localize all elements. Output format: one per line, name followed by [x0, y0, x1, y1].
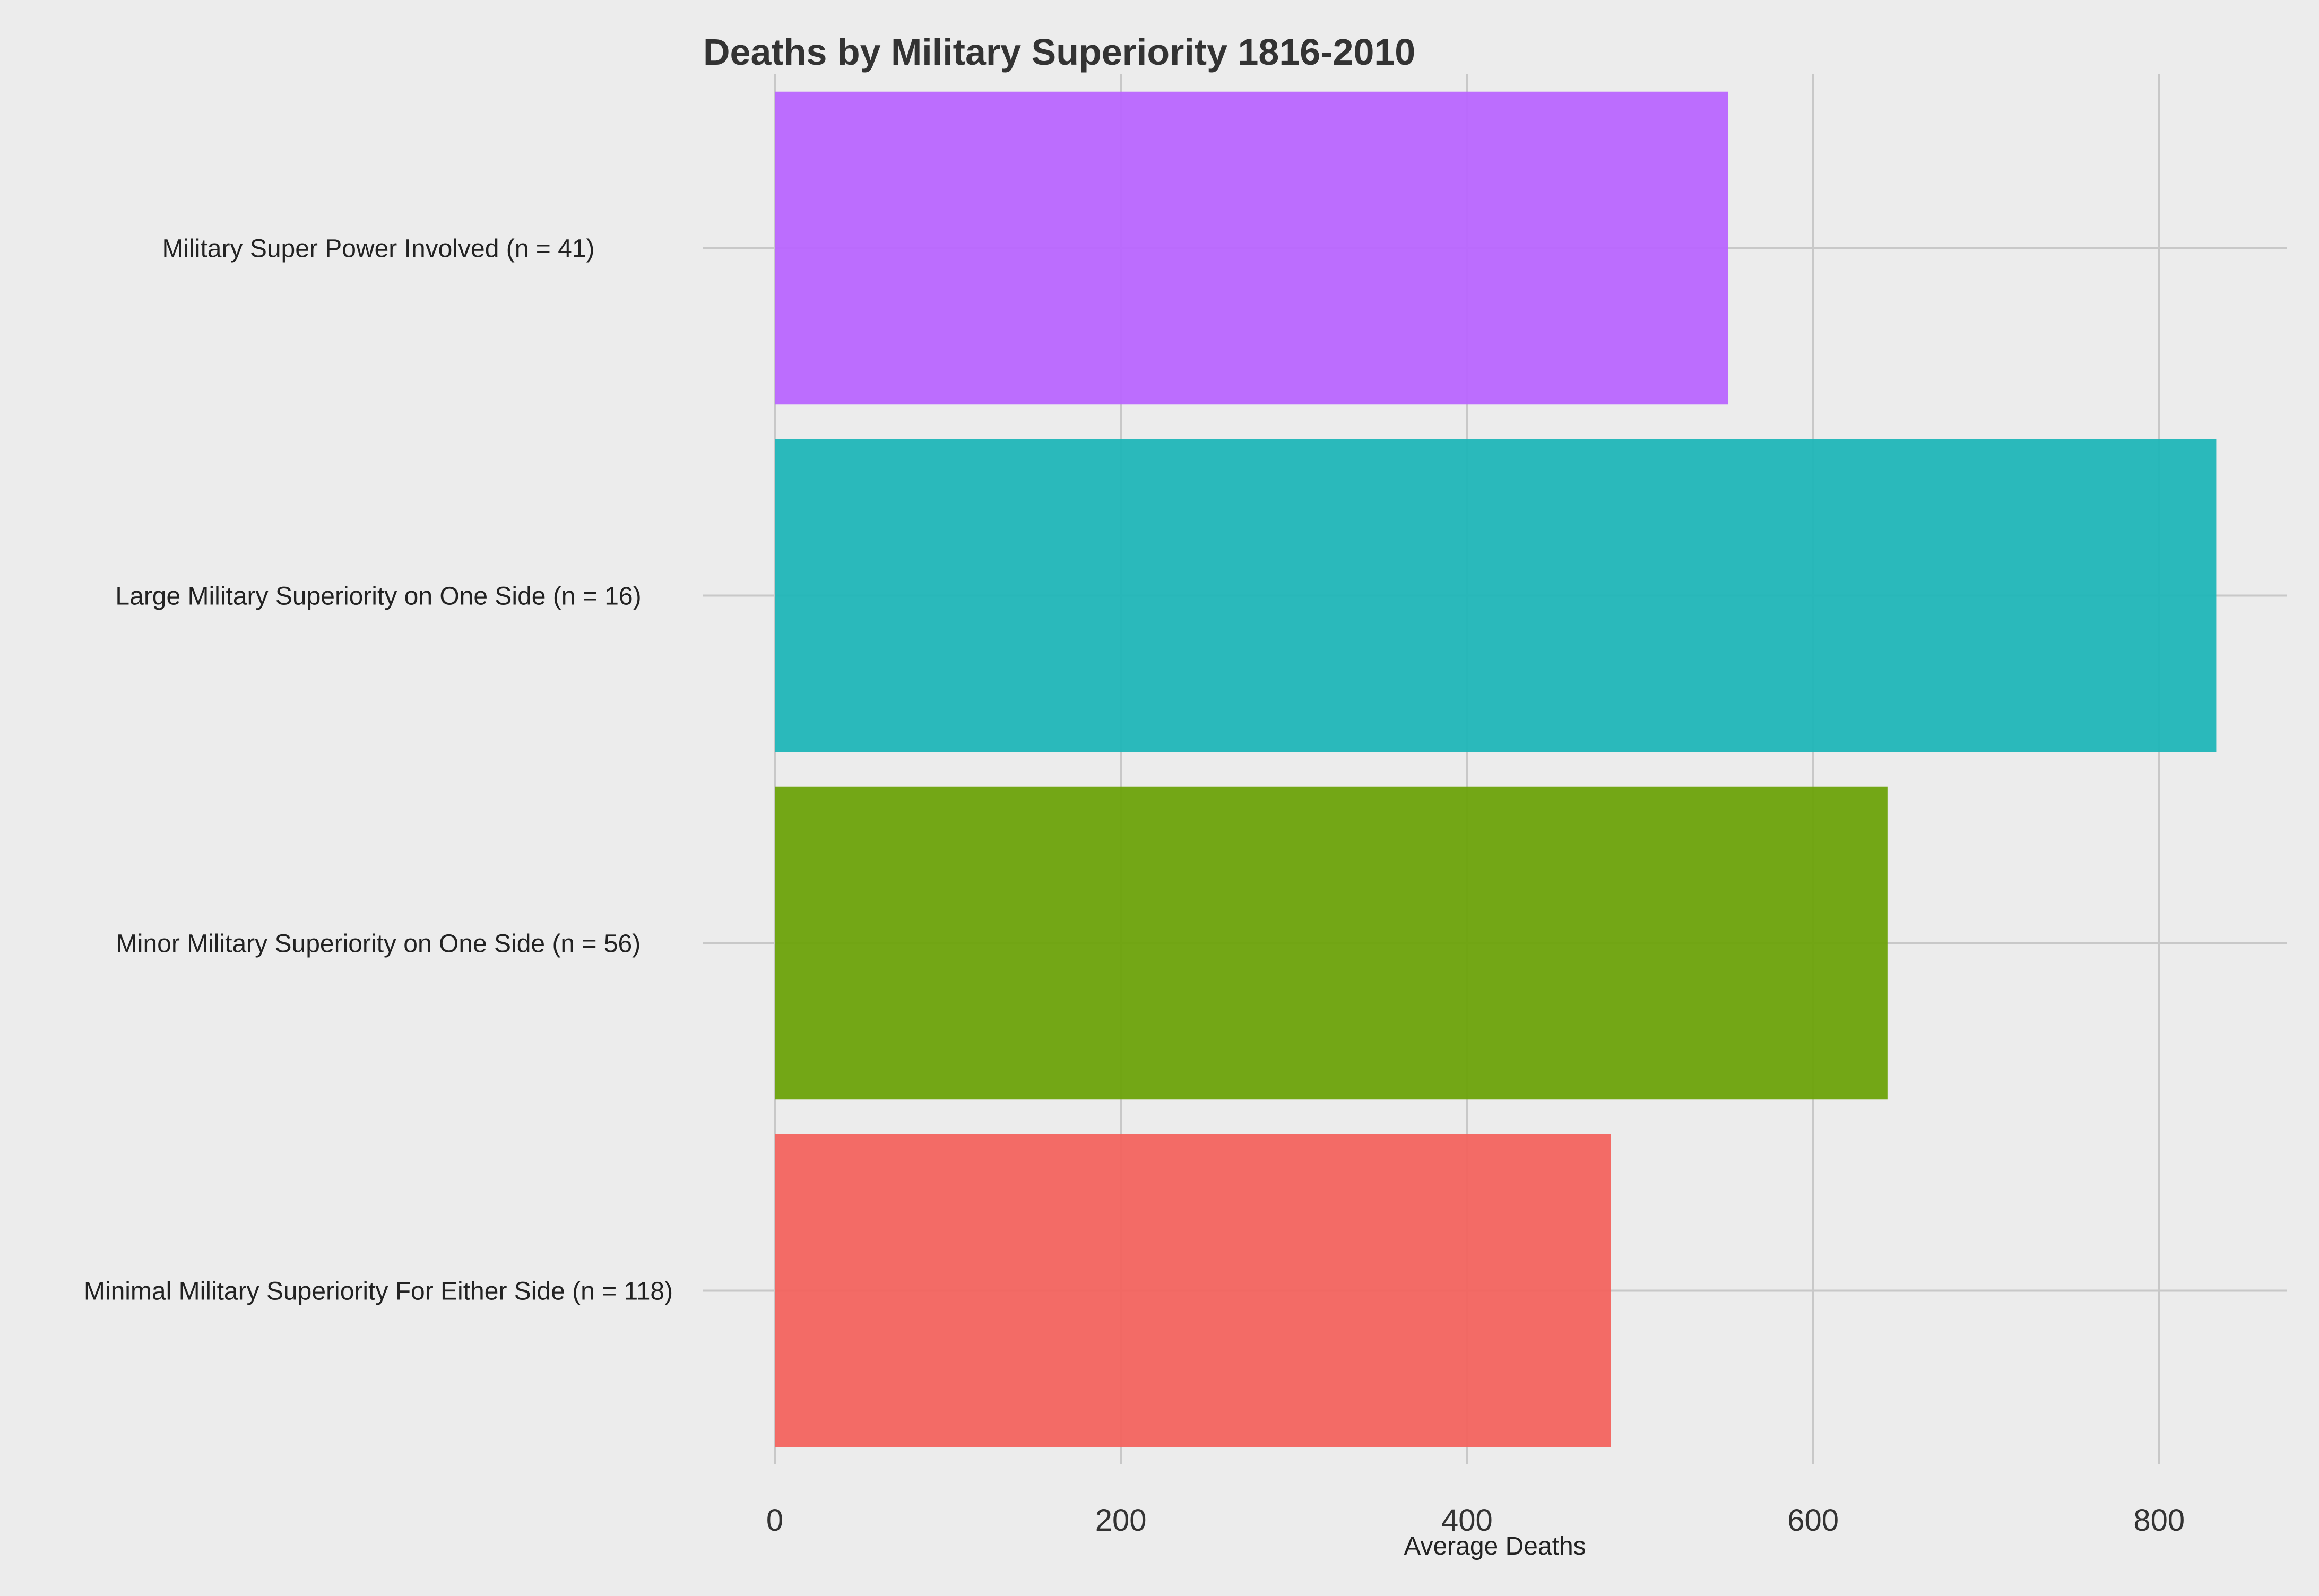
x-axis-title: Average Deaths	[1404, 1532, 1586, 1560]
bar	[775, 1134, 1611, 1447]
bars	[775, 91, 2217, 1447]
x-tick-label: 600	[1787, 1503, 1839, 1538]
category-label: Military Super Power Involved (n = 41)	[162, 235, 594, 263]
x-tick-labels: 0 200 400 600 800	[766, 1503, 2185, 1538]
category-label: Minor Military Superiority on One Side (…	[116, 930, 641, 958]
x-tick-label: 800	[2133, 1503, 2185, 1538]
category-labels: Military Super Power Involved (n = 41) La…	[84, 235, 673, 1306]
chart-title: Deaths by Military Superiority 1816-2010	[703, 31, 1415, 73]
category-label: Minimal Military Superiority For Either …	[84, 1278, 673, 1306]
category-label: Large Military Superiority on One Side (…	[115, 583, 641, 611]
bar	[775, 91, 1728, 405]
x-tick-label: 0	[766, 1503, 783, 1538]
x-tick-label: 400	[1441, 1503, 1493, 1538]
bar	[775, 439, 2217, 752]
x-tick-label: 200	[1095, 1503, 1147, 1538]
bar	[775, 786, 1888, 1100]
